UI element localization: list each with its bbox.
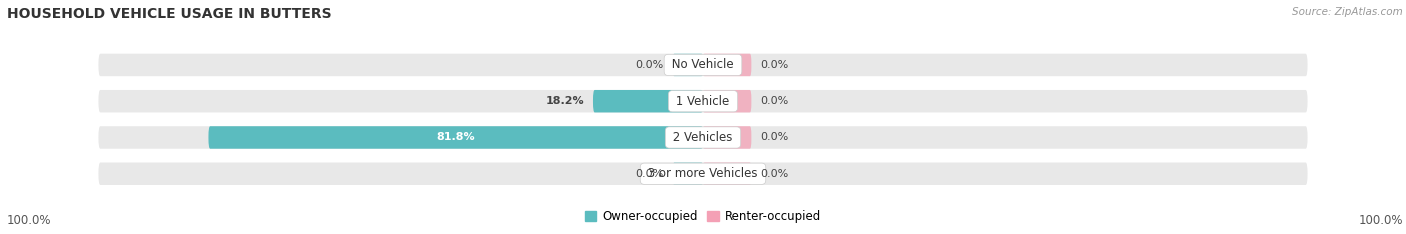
Text: 100.0%: 100.0%	[1358, 214, 1403, 227]
Text: 3 or more Vehicles: 3 or more Vehicles	[644, 167, 762, 180]
Text: 0.0%: 0.0%	[636, 60, 664, 70]
Text: Source: ZipAtlas.com: Source: ZipAtlas.com	[1292, 7, 1403, 17]
FancyBboxPatch shape	[98, 54, 1308, 76]
FancyBboxPatch shape	[703, 54, 751, 76]
FancyBboxPatch shape	[672, 54, 703, 76]
FancyBboxPatch shape	[672, 162, 703, 185]
Text: 1 Vehicle: 1 Vehicle	[672, 95, 734, 108]
FancyBboxPatch shape	[593, 90, 703, 113]
FancyBboxPatch shape	[703, 90, 751, 113]
Text: 100.0%: 100.0%	[7, 214, 52, 227]
Text: 2 Vehicles: 2 Vehicles	[669, 131, 737, 144]
Text: No Vehicle: No Vehicle	[668, 58, 738, 71]
Text: 0.0%: 0.0%	[761, 60, 789, 70]
FancyBboxPatch shape	[98, 90, 1308, 113]
FancyBboxPatch shape	[703, 126, 751, 149]
Text: 0.0%: 0.0%	[761, 169, 789, 179]
FancyBboxPatch shape	[208, 126, 703, 149]
Text: 0.0%: 0.0%	[761, 96, 789, 106]
Legend: Owner-occupied, Renter-occupied: Owner-occupied, Renter-occupied	[579, 206, 827, 228]
FancyBboxPatch shape	[98, 162, 1308, 185]
FancyBboxPatch shape	[98, 126, 1308, 149]
Text: 0.0%: 0.0%	[761, 132, 789, 143]
FancyBboxPatch shape	[703, 162, 751, 185]
Text: 0.0%: 0.0%	[636, 169, 664, 179]
Text: HOUSEHOLD VEHICLE USAGE IN BUTTERS: HOUSEHOLD VEHICLE USAGE IN BUTTERS	[7, 7, 332, 21]
Text: 81.8%: 81.8%	[436, 132, 475, 143]
Text: 18.2%: 18.2%	[546, 96, 583, 106]
